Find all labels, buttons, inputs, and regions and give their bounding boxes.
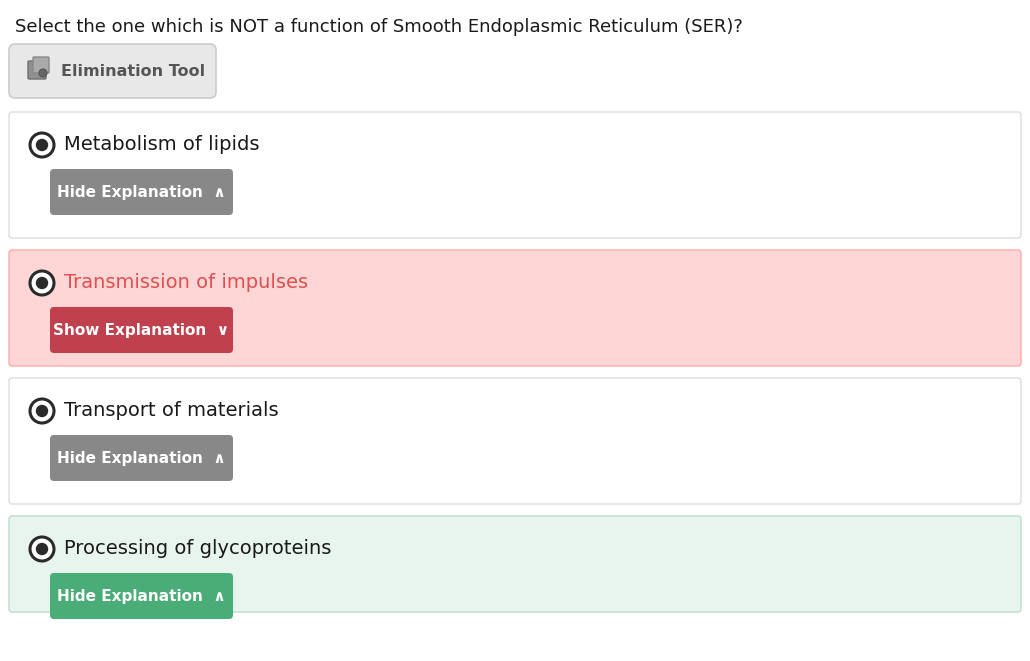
Circle shape [30, 399, 54, 423]
FancyBboxPatch shape [9, 112, 1021, 238]
Circle shape [36, 278, 47, 288]
Text: Transmission of impulses: Transmission of impulses [64, 274, 308, 293]
FancyBboxPatch shape [50, 435, 233, 481]
FancyBboxPatch shape [9, 250, 1021, 366]
Text: Hide Explanation  ∧: Hide Explanation ∧ [57, 184, 226, 200]
Text: Show Explanation  ∨: Show Explanation ∨ [54, 323, 230, 338]
Text: Select the one which is NOT a function of Smooth Endoplasmic Reticulum (SER)?: Select the one which is NOT a function o… [15, 18, 743, 36]
Text: Processing of glycoproteins: Processing of glycoproteins [64, 539, 332, 559]
Circle shape [39, 69, 47, 77]
Circle shape [30, 537, 54, 561]
Text: Elimination Tool: Elimination Tool [61, 63, 205, 79]
Text: Hide Explanation  ∧: Hide Explanation ∧ [57, 451, 226, 465]
FancyBboxPatch shape [9, 378, 1021, 504]
FancyBboxPatch shape [50, 169, 233, 215]
Circle shape [30, 133, 54, 157]
Circle shape [36, 543, 47, 555]
Text: Metabolism of lipids: Metabolism of lipids [64, 136, 260, 155]
FancyBboxPatch shape [28, 61, 46, 79]
FancyBboxPatch shape [33, 57, 49, 73]
Circle shape [36, 405, 47, 416]
FancyBboxPatch shape [9, 44, 216, 98]
FancyBboxPatch shape [9, 516, 1021, 612]
Circle shape [30, 271, 54, 295]
Text: Hide Explanation  ∧: Hide Explanation ∧ [57, 588, 226, 603]
FancyBboxPatch shape [50, 573, 233, 619]
FancyBboxPatch shape [50, 307, 233, 353]
Text: Transport of materials: Transport of materials [64, 401, 279, 420]
Circle shape [36, 139, 47, 151]
